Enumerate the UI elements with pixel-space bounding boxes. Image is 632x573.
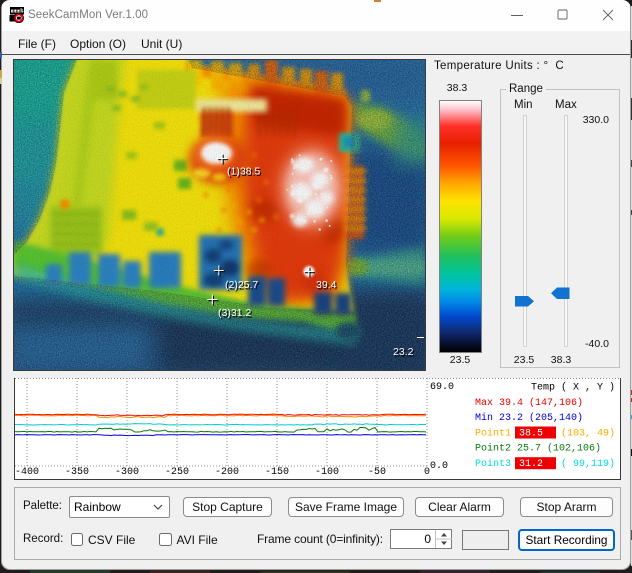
svg-text:Point1: Point1 xyxy=(475,427,511,439)
svg-text:-350: -350 xyxy=(65,467,89,478)
svg-text:(103, 49): (103, 49) xyxy=(561,427,615,439)
svg-text:Point3: Point3 xyxy=(475,458,511,470)
svg-text:39.4: 39.4 xyxy=(317,280,338,292)
svg-text:(1)38.5: (1)38.5 xyxy=(228,167,261,179)
svg-text:(2)25.7: (2)25.7 xyxy=(225,279,258,291)
svg-text:(2)25.7: (2)25.7 xyxy=(226,280,259,292)
svg-text:-100: -100 xyxy=(315,467,339,478)
svg-text:23.2: 23.2 xyxy=(393,346,414,358)
svg-text:23.2: 23.2 xyxy=(394,347,415,359)
svg-text:0.0: 0.0 xyxy=(430,461,448,472)
svg-text:-300: -300 xyxy=(115,467,139,478)
svg-text:-150: -150 xyxy=(265,467,289,478)
svg-text:Point2 25.7 (102,106): Point2 25.7 (102,106) xyxy=(475,443,601,455)
svg-text:(3)31.2: (3)31.2 xyxy=(219,308,252,320)
svg-text:39.4: 39.4 xyxy=(316,279,337,291)
svg-text:-250: -250 xyxy=(165,467,189,478)
svg-text:31.2: 31.2 xyxy=(519,459,543,470)
svg-text:( 99,119): ( 99,119) xyxy=(561,458,615,470)
svg-text:69.0: 69.0 xyxy=(430,382,454,393)
svg-text:Min 23.2 (205,140): Min 23.2 (205,140) xyxy=(475,412,583,424)
svg-text:38.5: 38.5 xyxy=(519,428,543,439)
svg-text:(1)38.5: (1)38.5 xyxy=(227,166,260,178)
svg-text:-50: -50 xyxy=(368,467,386,478)
svg-text:-200: -200 xyxy=(215,467,239,478)
svg-text:0: 0 xyxy=(424,467,430,478)
svg-text:Temp ( X , Y ): Temp ( X , Y ) xyxy=(531,382,615,394)
svg-text:(3)31.2: (3)31.2 xyxy=(218,307,251,319)
svg-text:-400: -400 xyxy=(15,467,39,478)
svg-text:Max 39.4 (147,106): Max 39.4 (147,106) xyxy=(475,397,583,409)
